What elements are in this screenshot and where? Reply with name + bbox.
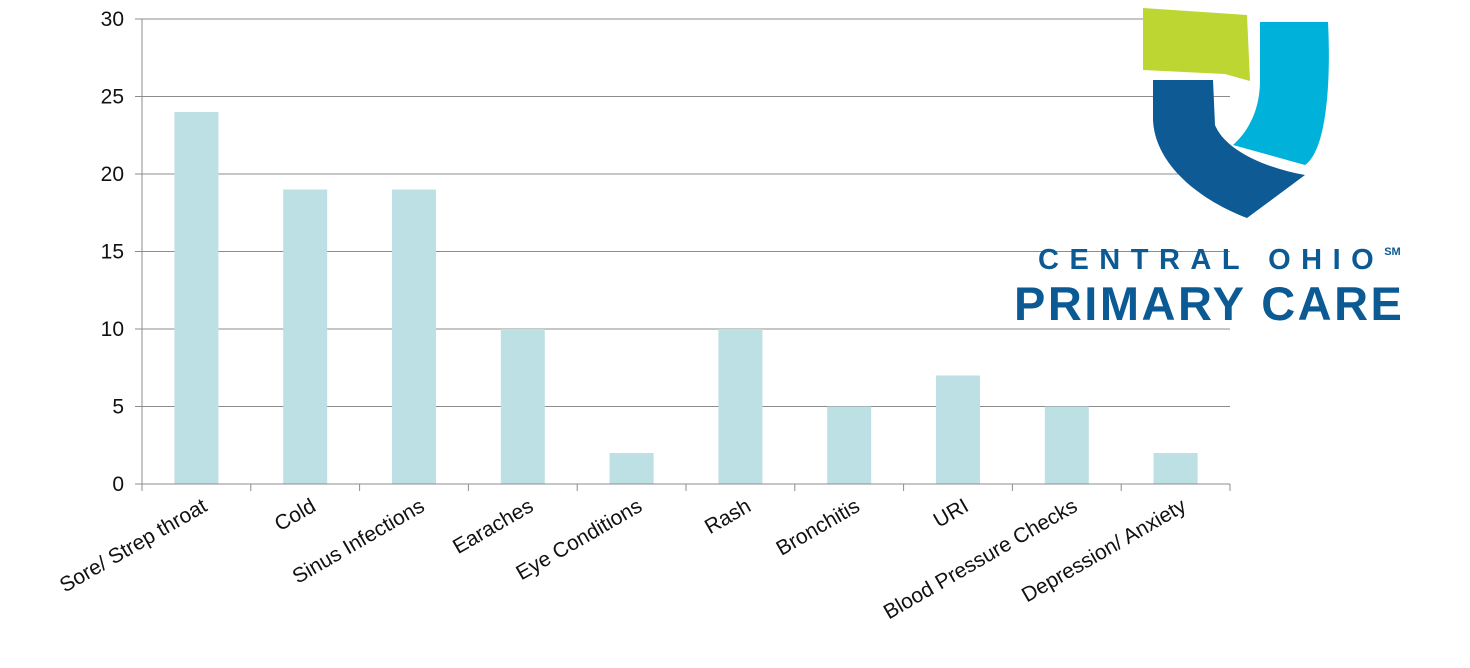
y-tick-label: 10 (101, 318, 124, 341)
y-tick-label: 30 (101, 8, 124, 31)
logo-cyan-shape (1233, 22, 1329, 165)
y-tick-label: 25 (101, 86, 124, 109)
logo-navy-shape (1153, 80, 1305, 218)
bars (174, 112, 1198, 484)
bar (718, 329, 763, 484)
bar (609, 453, 654, 484)
service-mark: SM (1384, 246, 1401, 258)
bar (936, 375, 980, 484)
y-tick-label: 15 (101, 241, 124, 264)
logo-lime-shape (1143, 8, 1250, 81)
category-label: URI (930, 494, 973, 532)
category-label: Bronchitis (772, 494, 863, 560)
y-tick-labels: 0 5 10 15 20 25 30 (101, 8, 124, 496)
logo-line-primary-care: PRIMARY CARE (1014, 277, 1405, 330)
bar (827, 406, 872, 484)
y-tick-label: 5 (112, 396, 124, 419)
central-ohio-primary-care-logo: CENTRAL OHIOSM PRIMARY CARE (1005, 0, 1470, 340)
bar (392, 189, 436, 484)
y-tick-label: 20 (101, 163, 124, 186)
y-tick-label: 0 (112, 473, 124, 496)
bar (174, 112, 219, 484)
logo-line-central-ohio: CENTRAL OHIOSM (1038, 244, 1401, 276)
bar (500, 329, 545, 484)
bar (1153, 453, 1198, 484)
axes (135, 18, 1231, 491)
category-label: Earaches (449, 494, 537, 558)
bar (1044, 406, 1089, 484)
category-label: Rash (701, 494, 755, 538)
bar (283, 189, 328, 484)
category-label: Sore/ Strep throat (56, 494, 211, 597)
category-label: Cold (271, 494, 320, 536)
category-label: Blood Pressure Checks (880, 494, 1082, 624)
shield-logo-icon (1143, 8, 1329, 218)
